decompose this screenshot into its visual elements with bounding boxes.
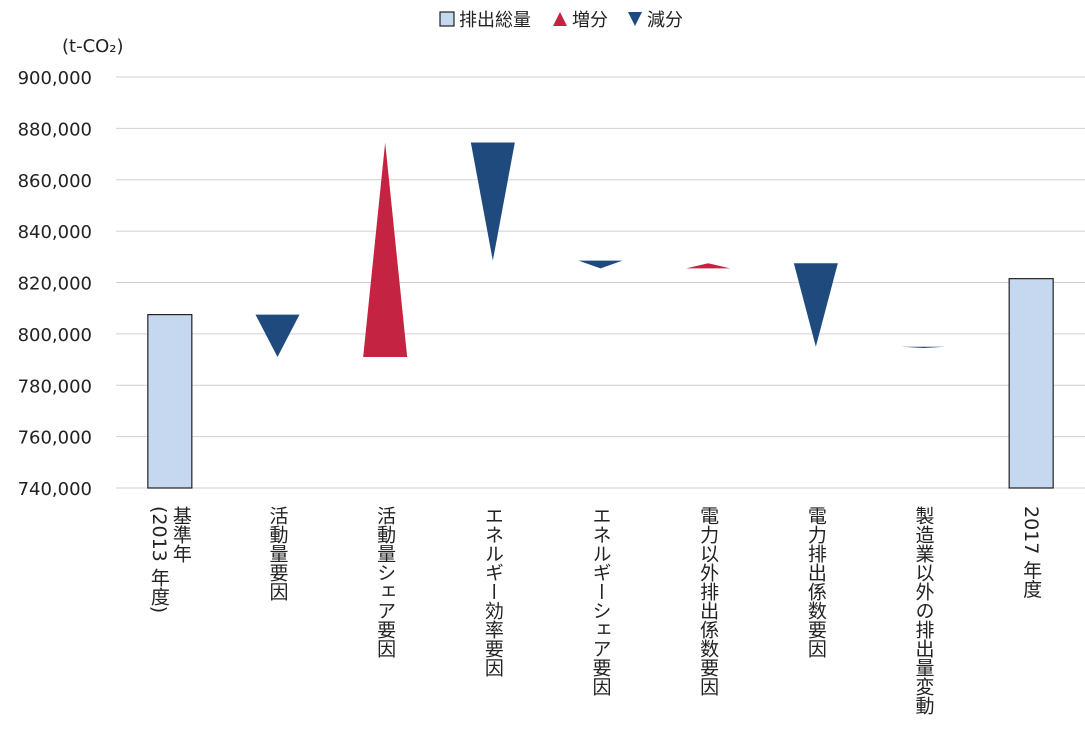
chart-marks <box>147 142 1054 489</box>
y-tick-label: 760,000 <box>18 428 92 449</box>
total-bar <box>1008 278 1054 489</box>
legend: 排出総量 増分 減分 <box>439 10 683 31</box>
y-tick-label: 840,000 <box>18 222 92 243</box>
legend-decrease-swatch <box>628 12 642 26</box>
category-label: 電力排出係数要因 <box>804 506 827 658</box>
y-axis: 740,000 760,000 780,000 800,000 820,000 840,0… <box>18 68 92 500</box>
category-label: 電力以外排出係数要因 <box>697 506 720 696</box>
y-tick-label: 820,000 <box>18 274 92 295</box>
y-tick-label: 880,000 <box>18 119 92 140</box>
legend-increase-swatch <box>553 12 567 26</box>
category-label: 活動量シェア要因 <box>374 506 397 658</box>
y-unit-label: (t-CO₂) <box>62 36 124 57</box>
category-label: エネルギーシェア要因 <box>589 506 612 696</box>
decrease-triangle <box>470 142 515 261</box>
decrease-triangle <box>255 314 300 357</box>
increase-triangle <box>686 263 731 269</box>
decrease-triangle <box>793 263 838 347</box>
legend-label: 排出総量 <box>459 10 531 31</box>
gridlines <box>116 76 1085 489</box>
decrease-triangle <box>901 346 946 349</box>
legend-total-swatch <box>439 11 455 27</box>
total-bar <box>147 314 193 489</box>
legend-label: 減分 <box>647 10 683 31</box>
category-label: 活動量要因 <box>266 506 289 601</box>
y-tick-label: 740,000 <box>18 479 92 500</box>
increase-triangle <box>363 142 408 357</box>
y-tick-label: 780,000 <box>18 376 92 397</box>
y-tick-label: 860,000 <box>18 171 92 192</box>
legend-label: 増分 <box>572 10 608 31</box>
y-tick-label: 800,000 <box>18 325 92 346</box>
category-label: 2017 年度 <box>1020 506 1043 599</box>
decrease-triangle <box>578 260 623 269</box>
category-label: 製造業以外の排出量変動 <box>912 506 935 715</box>
category-label: 基準年 (2013 年度) <box>147 506 192 614</box>
y-tick-label: 900,000 <box>18 68 92 89</box>
category-label: エネルギー効率要因 <box>481 506 504 677</box>
